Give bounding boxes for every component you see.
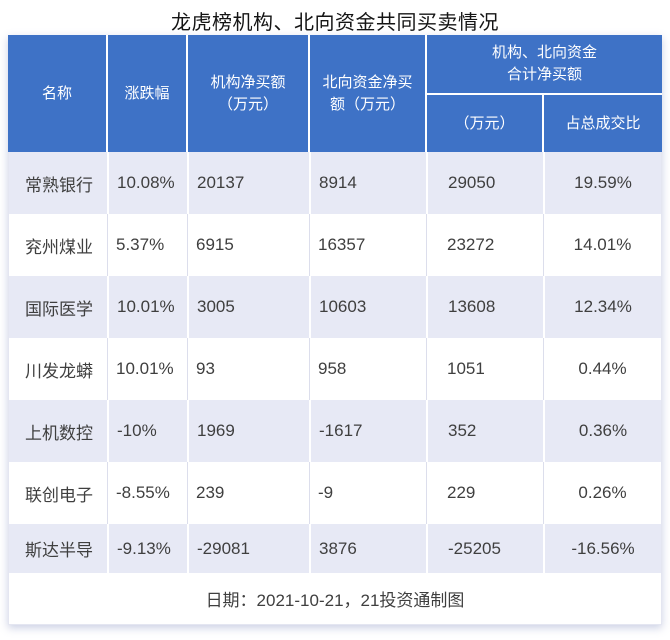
cell-north: -9 [309, 462, 426, 524]
table-row: 斯达半导 -9.13% -29081 3876 -25205 -16.56% [9, 524, 661, 573]
cell-total: -25205 [426, 524, 543, 573]
cell-change: -9.13% [107, 524, 187, 573]
cell-total: 1051 [426, 338, 543, 400]
cell-ratio: 12.34% [543, 276, 661, 338]
cell-north: 16357 [309, 214, 426, 276]
col-header-change: 涨跌幅 [106, 35, 186, 152]
table-row: 联创电子 -8.55% 239 -9 229 0.26% [9, 462, 661, 524]
col-header-combined: 机构、北向资金 合计净买额 [425, 35, 662, 93]
col-header-north-netbuy: 北向资金净买 额（万元） [308, 35, 425, 152]
cell-inst: -29081 [187, 524, 309, 573]
cell-change: -8.55% [107, 462, 187, 524]
cell-name: 上机数控 [25, 423, 93, 443]
table-header: 名称 涨跌幅 机构净买额 （万元） 北向资金净买 额（万元） 机构、北向资金 合… [8, 35, 662, 152]
cell-change: 5.37% [107, 214, 187, 276]
table-footer-date: 日期：2021-10-21，21投资通制图 [9, 573, 661, 624]
cell-total: 23272 [426, 214, 543, 276]
cell-north: 958 [309, 338, 426, 400]
cell-ratio: 0.26% [543, 462, 661, 524]
cell-inst: 93 [187, 338, 309, 400]
cell-total: 29050 [426, 152, 543, 214]
cell-name: 川发龙蟒 [25, 361, 93, 381]
table-row: 上机数控 -10% 1969 -1617 352 0.36% [9, 400, 661, 462]
cell-change: -10% [107, 400, 187, 462]
cell-inst: 20137 [187, 152, 309, 214]
col-header-combined-wan: （万元） [425, 93, 542, 152]
page-title: 龙虎榜机构、北向资金共同买卖情况 [171, 12, 499, 34]
cell-name: 联创电子 [25, 485, 93, 505]
cell-name: 兖州煤业 [25, 237, 93, 257]
cell-total: 352 [426, 400, 543, 462]
cell-name: 常熟银行 [25, 175, 93, 195]
cell-inst: 3005 [187, 276, 309, 338]
cell-change: 10.01% [107, 338, 187, 400]
cell-ratio: 0.44% [543, 338, 661, 400]
cell-total: 229 [426, 462, 543, 524]
cell-change: 10.01% [107, 276, 187, 338]
col-header-combined-ratio: 占总成交比 [542, 93, 662, 152]
cell-ratio: 19.59% [543, 152, 661, 214]
table-row: 川发龙蟒 10.01% 93 958 1051 0.44% [9, 338, 661, 400]
cell-north: 10603 [309, 276, 426, 338]
cell-north: 3876 [309, 524, 426, 573]
table-card: 名称 涨跌幅 机构净买额 （万元） 北向资金净买 额（万元） 机构、北向资金 合… [8, 35, 662, 625]
cell-name: 国际医学 [25, 299, 93, 319]
cell-change: 10.08% [107, 152, 187, 214]
cell-total: 13608 [426, 276, 543, 338]
table-row: 国际医学 10.01% 3005 10603 13608 12.34% [9, 276, 661, 338]
col-header-inst-netbuy: 机构净买额 （万元） [186, 35, 308, 152]
cell-ratio: -16.56% [543, 524, 661, 573]
cell-ratio: 14.01% [543, 214, 661, 276]
col-header-name: 名称 [41, 84, 72, 102]
cell-inst: 6915 [187, 214, 309, 276]
table-row: 兖州煤业 5.37% 6915 16357 23272 14.01% [9, 214, 661, 276]
cell-inst: 1969 [187, 400, 309, 462]
cell-north: -1617 [309, 400, 426, 462]
cell-north: 8914 [309, 152, 426, 214]
cell-name: 斯达半导 [25, 541, 93, 560]
table-row: 常熟银行 10.08% 20137 8914 29050 19.59% [9, 152, 661, 214]
cell-inst: 239 [187, 462, 309, 524]
cell-ratio: 0.36% [543, 400, 661, 462]
